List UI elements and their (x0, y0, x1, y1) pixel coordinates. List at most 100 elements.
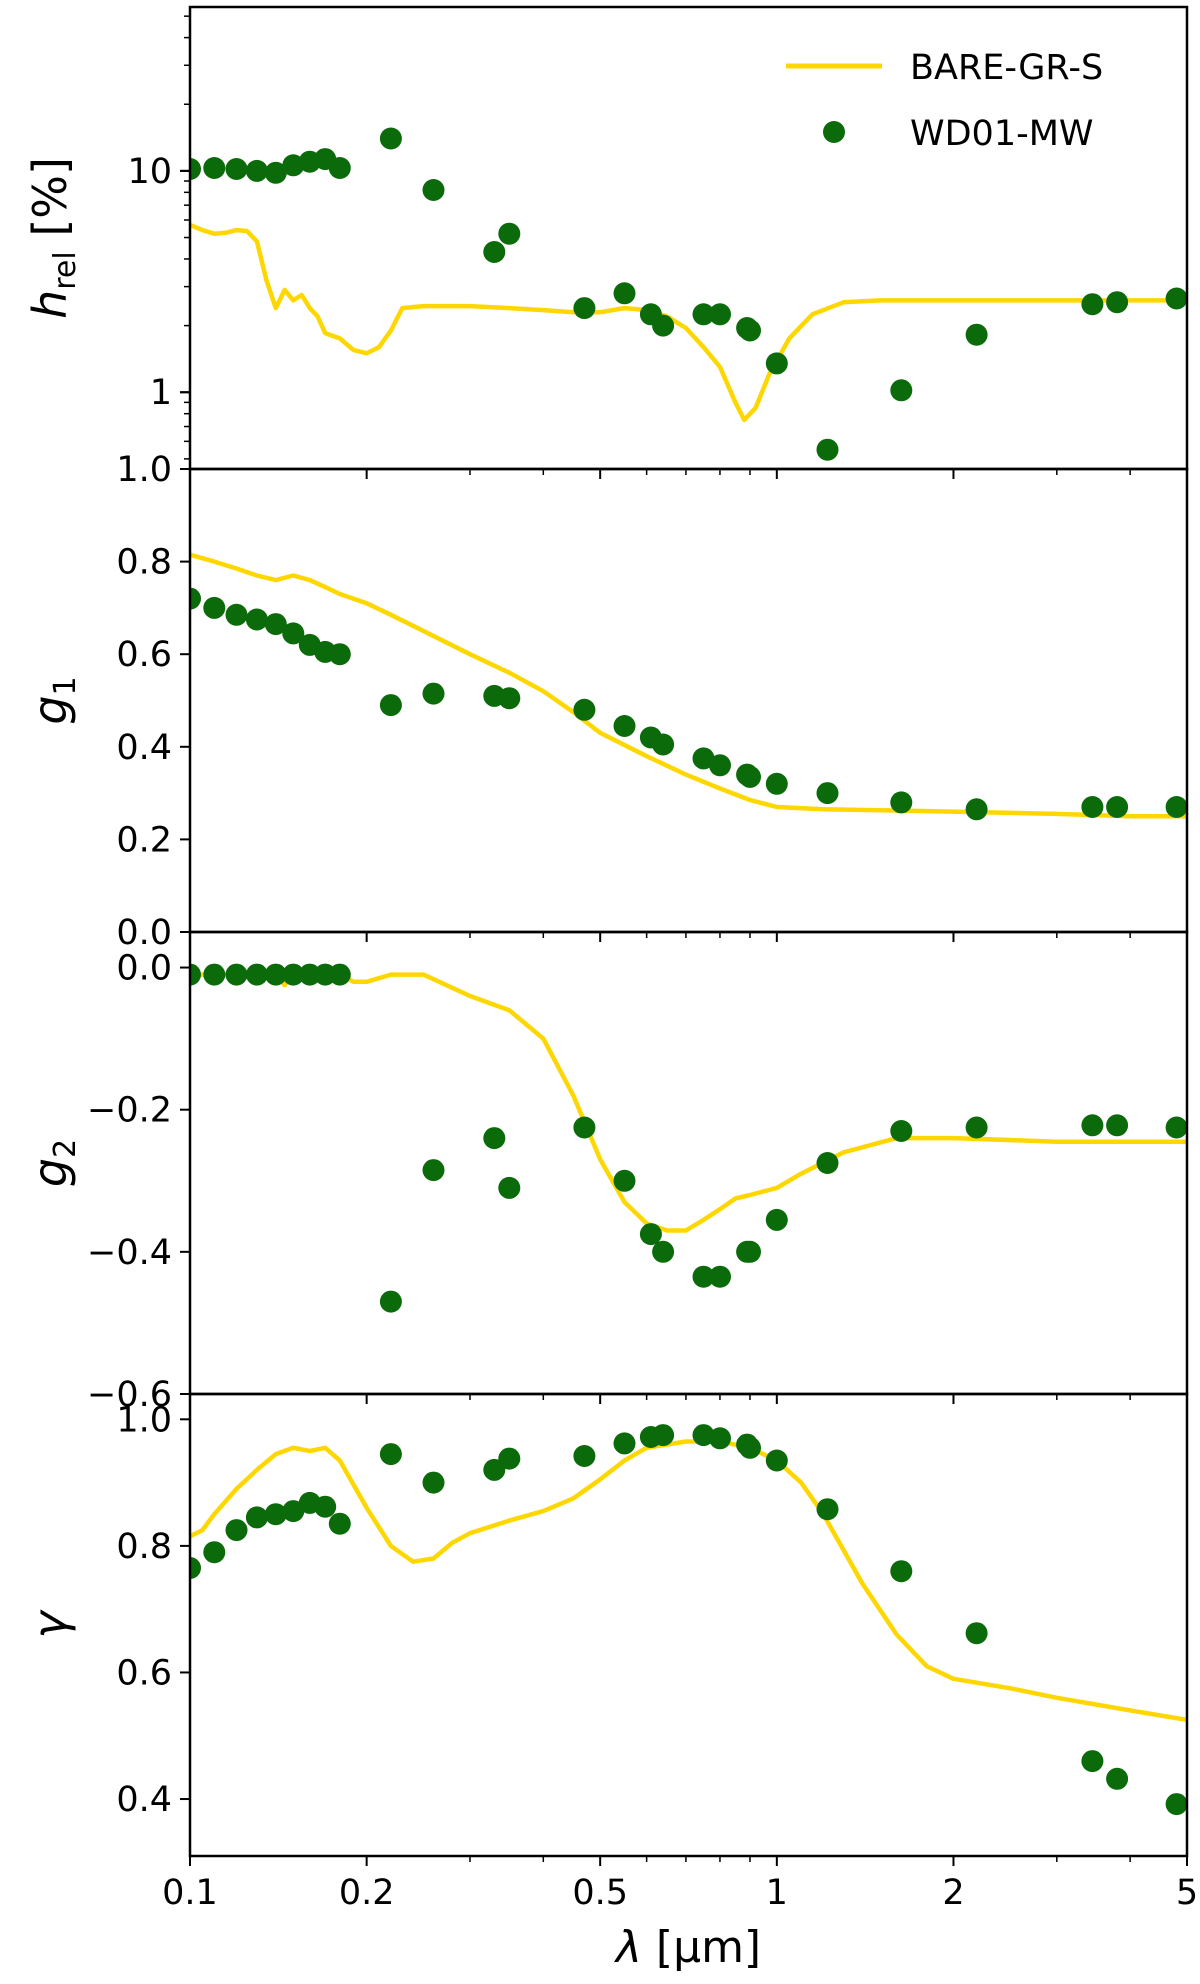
data-point (692, 1265, 715, 1288)
data-point (739, 1436, 761, 1459)
y-tick-label: 1.0 (116, 1400, 172, 1440)
y-tick-label: 0.4 (116, 1780, 172, 1820)
data-point (483, 241, 506, 263)
data-point (328, 157, 351, 179)
data-point (328, 963, 351, 986)
data-point (422, 1471, 445, 1494)
series-line-BARE-GR-S (190, 552, 1187, 819)
data-point (765, 1208, 788, 1231)
data-point (1106, 1767, 1129, 1790)
data-point (1081, 1750, 1104, 1773)
data-point (1081, 293, 1104, 316)
panel-frame (188, 930, 1189, 1396)
data-point (1106, 1114, 1129, 1137)
data-point (245, 159, 268, 182)
data-point (573, 698, 596, 721)
data-point (314, 1495, 337, 1518)
y-tick-label: 1 (150, 373, 172, 413)
panel-bottom: 0.4 0.6 0.8 1.0 γ (23, 1392, 1189, 1866)
panel-second: 0.0 0.2 0.4 0.6 0.8 g1 (23, 467, 1189, 953)
x-axis-label: λ [μm] (614, 1922, 761, 1973)
data-point (709, 303, 731, 326)
data-point (264, 1503, 287, 1526)
data-point (1081, 1114, 1104, 1137)
data-point (816, 438, 839, 461)
data-point (573, 1116, 596, 1139)
data-point (1165, 796, 1187, 818)
data-point (965, 798, 988, 821)
panel-frame (188, 467, 1189, 934)
data-point (190, 158, 201, 180)
data-point (1081, 796, 1104, 818)
y-tick-label: 10 (127, 152, 172, 192)
y-tick-label: −0.6 (87, 1375, 172, 1415)
data-point (573, 1445, 596, 1467)
data-point (613, 282, 636, 305)
data-point (225, 1519, 248, 1542)
data-point (203, 963, 226, 986)
data-point (498, 1176, 521, 1199)
data-point (282, 622, 305, 645)
data-point (890, 791, 913, 814)
data-point (965, 323, 988, 346)
data-point (890, 1120, 913, 1142)
data-point (282, 963, 305, 986)
data-point (765, 1449, 788, 1472)
y-axis-label: γ (23, 1609, 77, 1639)
data-point (190, 587, 201, 610)
y-tick-label: −0.2 (87, 1091, 172, 1131)
data-point (739, 319, 761, 342)
y-tick-label: 0.6 (116, 1653, 172, 1693)
data-point (816, 1498, 839, 1521)
legend-marker-swatch (823, 121, 845, 143)
x-tick-label: 0.1 (162, 1873, 218, 1913)
y-axis-label: g2 (23, 1139, 83, 1187)
data-point (298, 963, 321, 986)
data-point (225, 158, 248, 180)
data-point (652, 733, 675, 756)
data-point (652, 314, 675, 337)
data-point (483, 1127, 506, 1150)
data-point (573, 297, 596, 320)
panel-third: −0.6 −0.4 −0.2 0.0 g2 (23, 930, 1189, 1415)
data-point (379, 1290, 402, 1313)
data-point (498, 222, 521, 245)
data-point (1106, 291, 1129, 314)
data-point (379, 694, 402, 717)
series-line-BARE-GR-S (190, 222, 1187, 423)
data-point (739, 1240, 761, 1263)
data-point (422, 1159, 445, 1182)
data-point (709, 754, 731, 777)
y-tick-label: 0.2 (116, 820, 172, 860)
data-point (498, 687, 521, 710)
data-point (739, 765, 761, 788)
data-point (890, 379, 913, 402)
data-point (613, 1432, 636, 1455)
data-point (965, 1622, 988, 1645)
data-point (652, 1240, 675, 1263)
x-tick-label: 5 (1176, 1873, 1198, 1913)
x-tick-label: 1 (766, 1873, 788, 1913)
data-point (1165, 1116, 1187, 1139)
data-point (765, 352, 788, 375)
data-point (245, 963, 268, 986)
data-point (245, 608, 268, 631)
data-point (639, 1223, 662, 1246)
data-point (692, 303, 715, 326)
data-point (282, 1500, 305, 1523)
y-tick-label: 1.0 (116, 450, 172, 490)
y-tick-label: 0.0 (116, 913, 172, 953)
x-tick-label: 0.5 (572, 1873, 628, 1913)
data-point (422, 179, 445, 201)
data-point (1165, 287, 1187, 310)
data-point (1165, 1793, 1187, 1816)
panel-frame (188, 1392, 1189, 1858)
data-point (652, 1424, 675, 1447)
data-point (190, 963, 201, 986)
data-point (264, 161, 287, 184)
data-point (692, 747, 715, 770)
data-point (328, 643, 351, 666)
legend-label: WD01-MW (910, 114, 1094, 154)
data-point (498, 1447, 521, 1470)
data-point (264, 613, 287, 636)
